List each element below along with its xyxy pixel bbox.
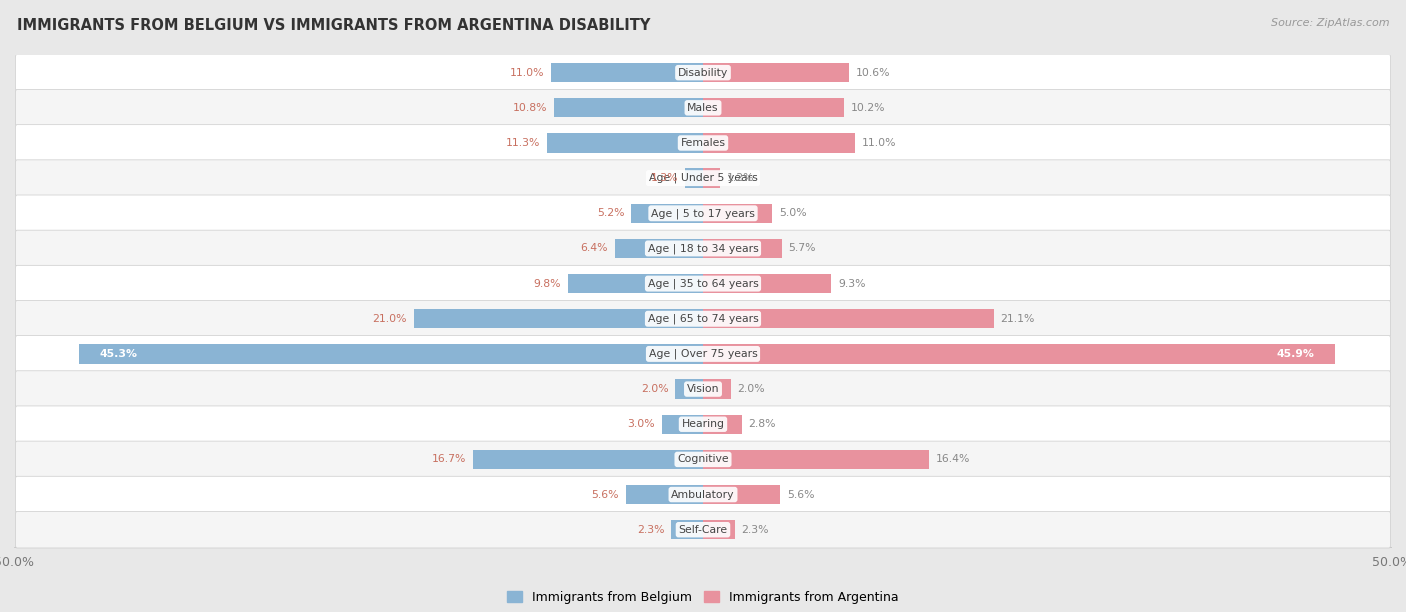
Text: 3.0%: 3.0% [627,419,655,429]
Text: 2.0%: 2.0% [738,384,765,394]
FancyBboxPatch shape [15,300,1391,337]
Bar [675,379,703,399]
Text: Self-Care: Self-Care [679,524,727,535]
Text: 5.2%: 5.2% [598,208,624,218]
Bar [703,98,844,118]
FancyBboxPatch shape [15,335,1391,372]
Bar [703,450,929,469]
Text: 21.1%: 21.1% [1001,314,1035,324]
Text: 10.6%: 10.6% [856,68,890,78]
Bar [703,168,720,188]
Text: 1.2%: 1.2% [727,173,754,183]
Bar [547,133,703,152]
Text: 1.3%: 1.3% [651,173,678,183]
Text: Source: ZipAtlas.com: Source: ZipAtlas.com [1271,18,1389,28]
Text: Age | 18 to 34 years: Age | 18 to 34 years [648,243,758,254]
Text: 45.3%: 45.3% [100,349,138,359]
Bar [554,98,703,118]
Bar [703,344,1336,364]
Text: 10.2%: 10.2% [851,103,884,113]
Text: 2.0%: 2.0% [641,384,669,394]
Text: Age | 35 to 64 years: Age | 35 to 64 years [648,278,758,289]
Bar [472,450,703,469]
FancyBboxPatch shape [15,371,1391,408]
Text: Age | Over 75 years: Age | Over 75 years [648,349,758,359]
Bar [703,239,782,258]
Text: 11.3%: 11.3% [506,138,540,148]
Text: Age | 65 to 74 years: Age | 65 to 74 years [648,313,758,324]
Text: 11.0%: 11.0% [862,138,896,148]
Bar [703,274,831,293]
Text: 21.0%: 21.0% [373,314,406,324]
FancyBboxPatch shape [15,230,1391,267]
Legend: Immigrants from Belgium, Immigrants from Argentina: Immigrants from Belgium, Immigrants from… [502,586,904,609]
Bar [568,274,703,293]
Bar [703,414,741,434]
Text: 2.8%: 2.8% [748,419,776,429]
Text: 2.3%: 2.3% [637,524,665,535]
Bar [703,379,731,399]
Text: Vision: Vision [686,384,720,394]
Text: 6.4%: 6.4% [581,244,607,253]
Bar [703,204,772,223]
Bar [703,63,849,83]
Text: 10.8%: 10.8% [513,103,547,113]
Text: Cognitive: Cognitive [678,454,728,465]
Text: 9.3%: 9.3% [838,278,866,289]
FancyBboxPatch shape [15,125,1391,161]
FancyBboxPatch shape [15,266,1391,302]
Text: 5.7%: 5.7% [789,244,815,253]
Text: 16.7%: 16.7% [432,454,465,465]
Text: Females: Females [681,138,725,148]
Bar [614,239,703,258]
Text: IMMIGRANTS FROM BELGIUM VS IMMIGRANTS FROM ARGENTINA DISABILITY: IMMIGRANTS FROM BELGIUM VS IMMIGRANTS FR… [17,18,650,34]
FancyBboxPatch shape [15,195,1391,231]
Text: 11.0%: 11.0% [510,68,544,78]
Text: 5.0%: 5.0% [779,208,807,218]
Bar [703,133,855,152]
Text: 45.9%: 45.9% [1277,349,1315,359]
Text: Ambulatory: Ambulatory [671,490,735,499]
Bar [703,309,994,329]
Bar [413,309,703,329]
Bar [671,520,703,539]
Text: Males: Males [688,103,718,113]
Bar [703,485,780,504]
Text: Age | 5 to 17 years: Age | 5 to 17 years [651,208,755,218]
FancyBboxPatch shape [15,160,1391,196]
Bar [662,414,703,434]
Text: 16.4%: 16.4% [936,454,970,465]
FancyBboxPatch shape [15,476,1391,513]
Bar [703,520,735,539]
Text: 9.8%: 9.8% [534,278,561,289]
Bar [79,344,703,364]
Text: 5.6%: 5.6% [787,490,814,499]
FancyBboxPatch shape [15,54,1391,91]
Bar [626,485,703,504]
Text: 5.6%: 5.6% [592,490,619,499]
FancyBboxPatch shape [15,406,1391,442]
Bar [685,168,703,188]
FancyBboxPatch shape [15,441,1391,478]
Text: Hearing: Hearing [682,419,724,429]
FancyBboxPatch shape [15,89,1391,126]
Text: Disability: Disability [678,68,728,78]
Text: Age | Under 5 years: Age | Under 5 years [648,173,758,184]
Bar [551,63,703,83]
Bar [631,204,703,223]
Text: 2.3%: 2.3% [741,524,769,535]
FancyBboxPatch shape [15,512,1391,548]
